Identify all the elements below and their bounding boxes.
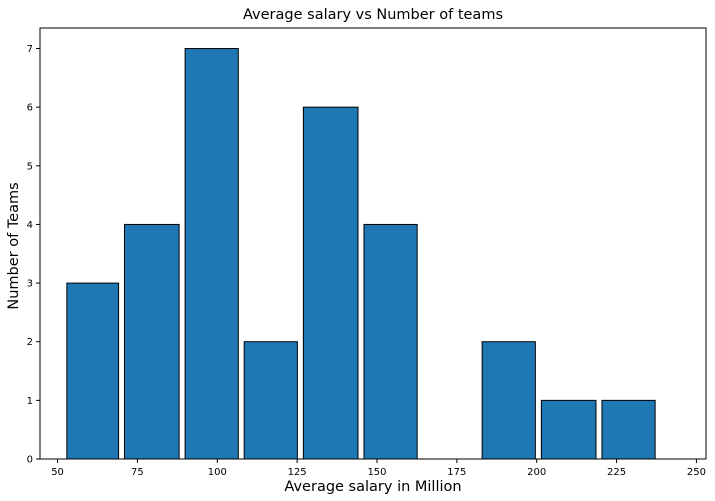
bar-9: [601, 399, 656, 460]
y-tick-label: 6: [27, 103, 33, 114]
bar-3: [243, 341, 298, 460]
y-axis-ticks: 0 1 2 3 4 5 6 7: [27, 44, 40, 466]
x-tick-label: 150: [367, 467, 386, 478]
bar-7: [481, 341, 536, 460]
y-tick-label: 4: [27, 220, 33, 231]
x-tick-label: 225: [607, 467, 626, 478]
bar-2: [184, 48, 239, 460]
y-tick-label: 3: [27, 279, 33, 290]
bar-0: [66, 282, 120, 460]
x-axis-ticks: 50 75 100 125 150 175 200 225 250: [51, 459, 706, 478]
x-tick-label: 75: [131, 467, 144, 478]
y-tick-label: 5: [27, 161, 33, 172]
y-tick-label: 2: [27, 337, 33, 348]
bar-8: [540, 399, 597, 460]
y-axis-label: Number of Teams: [6, 182, 22, 309]
y-tick-label: 7: [27, 44, 33, 55]
x-tick-label: 50: [51, 467, 64, 478]
plot-frame: [39, 27, 707, 460]
x-tick-label: 175: [447, 467, 466, 478]
x-tick-label: 100: [208, 467, 227, 478]
x-tick-label: 250: [687, 467, 706, 478]
chart-title: Average salary vs Number of teams: [243, 7, 503, 23]
x-tick-label: 200: [527, 467, 546, 478]
y-tick-label: 0: [27, 455, 33, 466]
y-tick-label: 1: [27, 396, 33, 407]
bar-4: [302, 106, 359, 460]
x-axis-label: Average salary in Million: [284, 479, 461, 495]
x-tick-label: 125: [288, 467, 307, 478]
bar-5: [363, 223, 418, 460]
bar-1: [123, 223, 180, 460]
bars-group: [66, 48, 656, 460]
